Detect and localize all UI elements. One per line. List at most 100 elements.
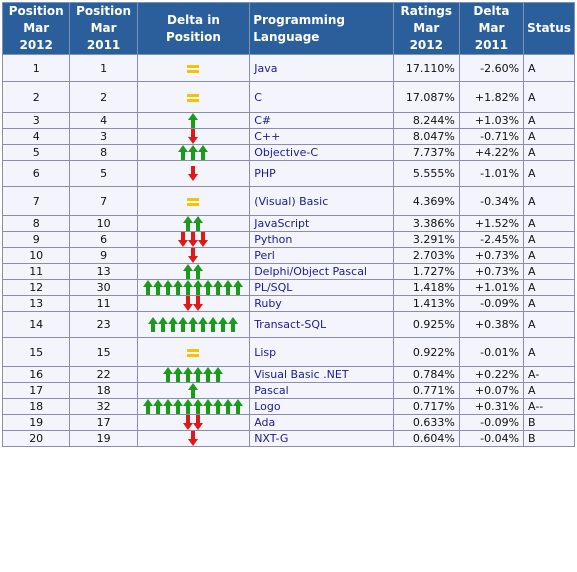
rating: 1.413% bbox=[392, 295, 460, 312]
up-arrow bbox=[143, 280, 154, 295]
delta-icon bbox=[143, 280, 244, 295]
delta-icon bbox=[187, 197, 200, 206]
delta-icon bbox=[178, 232, 209, 247]
equal-bar bbox=[187, 64, 200, 68]
up-arrow bbox=[203, 367, 214, 382]
table-row: 17 18 Pascal 0.771% +0.07% A bbox=[1, 382, 575, 399]
rating: 0.784% bbox=[392, 366, 460, 383]
delta-rating: +0.22% bbox=[458, 366, 525, 383]
position-2012: 3 bbox=[1, 112, 71, 129]
position-2011: 1 bbox=[69, 54, 138, 82]
rating: 8.047% bbox=[392, 128, 460, 145]
delta-rating: +4.22% bbox=[458, 144, 525, 161]
position-2011: 19 bbox=[69, 430, 138, 447]
delta-icon bbox=[183, 264, 204, 279]
delta-in-position bbox=[136, 263, 251, 280]
table-row: 4 3 C++ 8.047% -0.71% A bbox=[1, 128, 575, 145]
column-header: Ratings Mar 2012 bbox=[392, 2, 460, 55]
programming-language: JavaScript bbox=[249, 215, 394, 232]
up-arrow bbox=[163, 280, 174, 295]
position-2011: 6 bbox=[69, 231, 138, 248]
programming-language: Perl bbox=[249, 247, 394, 264]
delta-in-position bbox=[136, 128, 251, 145]
up-arrow bbox=[188, 145, 199, 160]
position-2011: 11 bbox=[69, 295, 138, 312]
delta-in-position bbox=[136, 247, 251, 264]
up-arrow bbox=[173, 280, 184, 295]
up-arrow bbox=[148, 317, 159, 332]
position-2011: 15 bbox=[69, 337, 138, 367]
delta-rating: -0.09% bbox=[458, 414, 525, 431]
table-row: 10 9 Perl 2.703% +0.73% A bbox=[1, 247, 575, 264]
up-arrow bbox=[183, 216, 194, 231]
up-arrow bbox=[188, 383, 199, 398]
delta-in-position bbox=[136, 414, 251, 431]
delta-in-position bbox=[136, 398, 251, 415]
up-arrow bbox=[218, 317, 229, 332]
delta-in-position bbox=[136, 160, 251, 187]
rating: 0.922% bbox=[392, 337, 460, 367]
column-header: Position Mar 2011 bbox=[69, 2, 138, 55]
position-2012: 13 bbox=[1, 295, 71, 312]
delta-rating: +1.03% bbox=[458, 112, 525, 129]
position-2011: 17 bbox=[69, 414, 138, 431]
up-arrow bbox=[193, 399, 204, 414]
up-arrow bbox=[213, 367, 224, 382]
delta-in-position bbox=[136, 144, 251, 161]
rating: 1.727% bbox=[392, 263, 460, 280]
up-arrow bbox=[168, 317, 179, 332]
rating: 0.717% bbox=[392, 398, 460, 415]
delta-rating: -0.04% bbox=[458, 430, 525, 447]
delta-rating: +1.01% bbox=[458, 279, 525, 296]
up-arrow bbox=[233, 399, 244, 414]
table-row: 6 5 PHP 5.555% -1.01% A bbox=[1, 160, 575, 187]
delta-rating: -1.01% bbox=[458, 160, 525, 187]
up-arrow bbox=[193, 264, 204, 279]
down-arrow bbox=[188, 129, 199, 144]
table-row: 3 4 C# 8.244% +1.03% A bbox=[1, 112, 575, 129]
delta-rating: +0.73% bbox=[458, 263, 525, 280]
up-arrow bbox=[208, 317, 219, 332]
delta-in-position bbox=[136, 112, 251, 129]
up-arrow bbox=[213, 399, 224, 414]
delta-in-position bbox=[136, 430, 251, 447]
status: A bbox=[523, 144, 575, 161]
table-row: 5 8 Objective-C 7.737% +4.22% A bbox=[1, 144, 575, 161]
programming-language: Pascal bbox=[249, 382, 394, 399]
status: A bbox=[523, 54, 575, 82]
table-row: 7 7 (Visual) Basic 4.369% -0.34% A bbox=[1, 186, 575, 216]
programming-language: NXT-G bbox=[249, 430, 394, 447]
delta-icon bbox=[187, 93, 200, 102]
position-2012: 19 bbox=[1, 414, 71, 431]
delta-rating: +0.07% bbox=[458, 382, 525, 399]
programming-language: Logo bbox=[249, 398, 394, 415]
delta-rating: -0.01% bbox=[458, 337, 525, 367]
delta-icon bbox=[187, 348, 200, 357]
programming-language: Objective-C bbox=[249, 144, 394, 161]
up-arrow bbox=[153, 280, 164, 295]
programming-language: Visual Basic .NET bbox=[249, 366, 394, 383]
up-arrow bbox=[183, 264, 194, 279]
equal-bar bbox=[187, 348, 200, 352]
rating: 3.386% bbox=[392, 215, 460, 232]
delta-rating: +0.73% bbox=[458, 247, 525, 264]
delta-icon bbox=[163, 367, 224, 382]
up-arrow bbox=[163, 367, 174, 382]
up-arrow bbox=[163, 399, 174, 414]
programming-language: C# bbox=[249, 112, 394, 129]
table-row: 13 11 Ruby 1.413% -0.09% A bbox=[1, 295, 575, 312]
position-2012: 7 bbox=[1, 186, 71, 216]
up-arrow bbox=[193, 216, 204, 231]
delta-rating: -0.09% bbox=[458, 295, 525, 312]
position-2012: 6 bbox=[1, 160, 71, 187]
table-row: 11 13 Delphi/Object Pascal 1.727% +0.73% A bbox=[1, 263, 575, 280]
down-arrow bbox=[183, 415, 194, 430]
up-arrow bbox=[178, 145, 189, 160]
equal-bar bbox=[187, 69, 200, 73]
programming-language: Lisp bbox=[249, 337, 394, 367]
delta-in-position bbox=[136, 81, 251, 113]
position-2012: 11 bbox=[1, 263, 71, 280]
up-arrow bbox=[173, 399, 184, 414]
down-arrow bbox=[188, 166, 199, 181]
status: A bbox=[523, 231, 575, 248]
